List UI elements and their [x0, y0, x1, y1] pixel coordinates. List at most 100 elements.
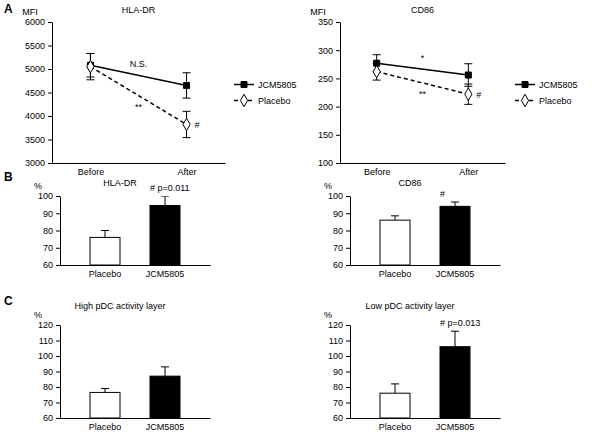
y-tick-label: 80	[43, 382, 53, 392]
chart-title: Low pDC activity layer	[365, 301, 454, 311]
x-tick: Before	[364, 167, 391, 177]
y-tick-mark	[56, 265, 60, 266]
y-tick-label: 150	[318, 130, 333, 140]
x-axis: BeforeAfter	[53, 164, 226, 178]
bar	[380, 220, 410, 265]
bar	[90, 392, 120, 418]
legend-item: JCM5805	[515, 80, 578, 90]
y-tick-mark	[336, 78, 340, 79]
error-cap	[183, 72, 191, 73]
y-tick: 6000	[25, 17, 52, 27]
y-tick-mark	[48, 69, 52, 70]
marker	[183, 118, 190, 130]
error-cap	[161, 366, 169, 367]
error-bar	[161, 196, 169, 205]
y-tick: 70	[333, 243, 350, 253]
legend-label: Placebo	[258, 96, 291, 106]
x-tick: JCM5805	[436, 422, 475, 432]
y-axis-line	[350, 326, 351, 419]
y-tick-label: 90	[43, 209, 53, 219]
chart-title: CD86	[398, 178, 421, 188]
y-tick-label: 5000	[25, 64, 45, 74]
y-tick-mark	[56, 213, 60, 214]
error-cap	[101, 230, 109, 231]
y-tick: 70	[333, 398, 350, 408]
y-tick-mark	[346, 403, 350, 404]
plot-area	[380, 331, 470, 418]
plot-area	[90, 367, 180, 418]
y-tick-label: 5500	[25, 41, 45, 51]
legend-label: Placebo	[539, 96, 572, 106]
marker	[465, 72, 471, 78]
legend-marker	[521, 94, 528, 106]
error-cap	[86, 53, 94, 54]
plot-area	[86, 53, 190, 137]
y-axis-label: %	[324, 181, 332, 191]
x-tick-label: JCM5805	[146, 269, 185, 279]
error-bar	[391, 384, 399, 393]
error-cap	[464, 84, 472, 85]
y-tick-label: 4500	[25, 88, 45, 98]
y-tick: 5500	[25, 41, 52, 51]
chart-panel: AHLA-DRMFI3000350040004500500055006000Be…	[4, 2, 297, 177]
error-stem	[455, 202, 456, 206]
legend-item: Placebo	[515, 94, 572, 106]
x-axis-line	[341, 163, 506, 164]
annotation: # p=0.011	[150, 183, 190, 193]
y-tick: 3000	[25, 158, 52, 168]
y-axis-line	[340, 23, 341, 164]
y-tick-label: 300	[318, 46, 333, 56]
y-tick-label: 70	[333, 398, 343, 408]
x-tick-label: Placebo	[89, 269, 122, 279]
x-tick: JCM5805	[146, 422, 185, 432]
annotation: #	[195, 120, 200, 130]
chart-title: CD86	[411, 5, 434, 15]
y-tick-mark	[56, 196, 60, 197]
series-line	[377, 63, 469, 75]
y-tick-mark	[346, 213, 350, 214]
x-tick-label: Placebo	[89, 422, 122, 432]
bar	[380, 393, 410, 418]
y-tick-mark	[48, 140, 52, 141]
error-bar	[183, 111, 191, 137]
series-line	[90, 67, 186, 125]
y-tick: 100	[318, 158, 340, 168]
y-tick: 80	[43, 226, 60, 236]
error-bar	[464, 84, 472, 104]
x-axis-line	[61, 418, 211, 419]
y-tick-label: 70	[43, 398, 53, 408]
y-tick-label: 80	[333, 226, 343, 236]
y-axis-label: MFI	[310, 7, 326, 17]
x-axis-line	[53, 163, 226, 164]
error-cap	[161, 196, 169, 197]
y-tick-label: 3500	[25, 135, 45, 145]
x-tick: After	[178, 167, 197, 177]
y-tick: 200	[318, 102, 340, 112]
x-axis: Placebo JCM5805	[351, 419, 501, 433]
y-tick: 70	[43, 398, 60, 408]
y-tick: 4000	[25, 111, 52, 121]
x-axis: Placebo JCM5805	[61, 266, 211, 280]
error-bar	[101, 231, 109, 238]
error-bar	[451, 331, 459, 347]
y-tick-mark	[56, 356, 60, 357]
marker	[87, 60, 94, 72]
error-stem	[105, 389, 106, 393]
x-tick-label: JCM5805	[436, 269, 475, 279]
y-axis: 60708090100	[328, 191, 351, 270]
y-tick: 120	[328, 320, 350, 330]
x-tick: JCM5805	[146, 269, 185, 279]
x-tick-label: Placebo	[379, 422, 412, 432]
y-tick-mark	[336, 22, 340, 23]
bar	[440, 347, 470, 418]
chart-title: HLA-DR	[122, 5, 156, 15]
y-tick-label: 80	[43, 226, 53, 236]
y-tick: 5000	[25, 64, 52, 74]
annotation: *	[421, 53, 425, 63]
y-tick: 90	[43, 367, 60, 377]
error-cap	[373, 80, 381, 81]
y-tick-mark	[336, 163, 340, 164]
y-axis: 60708090100	[38, 191, 61, 270]
x-tick-label: JCM5805	[146, 422, 185, 432]
y-tick-mark	[346, 372, 350, 373]
